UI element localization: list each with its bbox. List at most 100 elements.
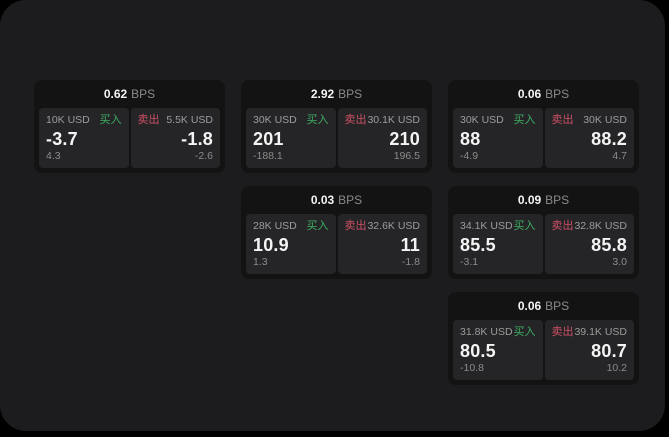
sell-amount: 32.8K USD: [574, 220, 627, 232]
bps-header: 0.62 BPS: [34, 80, 225, 108]
bps-unit-label: BPS: [338, 193, 363, 207]
quote-card: 2.92 BPS 30K USD 买入 201 -188.1 卖出 30.1K …: [241, 80, 432, 173]
sell-price: 85.8: [591, 235, 627, 255]
buy-tile[interactable]: 30K USD 买入 88 -4.9: [453, 108, 543, 168]
bps-header: 0.06 BPS: [448, 292, 639, 320]
bps-value: 0.03: [310, 193, 335, 207]
sell-delta: -1.8: [401, 256, 420, 268]
bps-unit-label: BPS: [545, 193, 570, 207]
buy-price: -3.7: [46, 129, 78, 149]
buy-side-label: 买入: [306, 220, 329, 232]
sell-tile[interactable]: 卖出 5.5K USD -1.8 -2.6: [130, 108, 220, 168]
buy-sell-tiles: 10K USD 买入 -3.7 4.3 卖出 5.5K USD -1.8 -2.…: [34, 108, 225, 173]
buy-delta: -188.1: [253, 150, 283, 162]
buy-price: 88: [460, 129, 481, 149]
buy-tile[interactable]: 28K USD 买入 10.9 1.3: [246, 214, 336, 274]
quote-card: 0.06 BPS 31.8K USD 买入 80.5 -10.8 卖出 39.1…: [448, 292, 639, 385]
buy-sell-tiles: 30K USD 买入 88 -4.9 卖出 30K USD 88.2 4.7: [448, 108, 639, 173]
bps-value: 0.62: [103, 87, 128, 101]
bps-unit-label: BPS: [338, 87, 363, 101]
quote-card: 0.06 BPS 30K USD 买入 88 -4.9 卖出 30K USD 8…: [448, 80, 639, 173]
buy-amount: 34.1K USD: [460, 220, 513, 232]
buy-amount: 31.8K USD: [460, 326, 513, 338]
buy-tile-top: 10K USD 买入: [46, 114, 122, 127]
sell-price: 80.7: [591, 341, 627, 361]
buy-tile-top: 31.8K USD 买入: [460, 326, 536, 339]
sell-tile-top: 卖出 32.6K USD: [345, 220, 421, 233]
buy-tile-top: 28K USD 买入: [253, 220, 329, 233]
sell-side-label: 卖出: [344, 220, 367, 232]
sell-amount: 30.1K USD: [367, 114, 420, 126]
buy-delta: -3.1: [460, 256, 479, 268]
sell-tile[interactable]: 卖出 30.1K USD 210 196.5: [337, 108, 427, 168]
quote-card: 0.62 BPS 10K USD 买入 -3.7 4.3 卖出 5.5K USD…: [34, 80, 225, 173]
sell-tile-top: 卖出 30K USD: [552, 114, 628, 127]
sell-tile-top: 卖出 5.5K USD: [138, 114, 214, 127]
quote-card: 0.03 BPS 28K USD 买入 10.9 1.3 卖出 32.6K US…: [241, 186, 432, 279]
bps-header: 0.06 BPS: [448, 80, 639, 108]
buy-tile[interactable]: 10K USD 买入 -3.7 4.3: [39, 108, 129, 168]
buy-amount: 10K USD: [46, 114, 90, 126]
buy-sell-tiles: 31.8K USD 买入 80.5 -10.8 卖出 39.1K USD 80.…: [448, 320, 639, 385]
sell-amount: 5.5K USD: [166, 114, 213, 126]
buy-amount: 30K USD: [253, 114, 297, 126]
buy-amount: 30K USD: [460, 114, 504, 126]
sell-tile[interactable]: 卖出 39.1K USD 80.7 10.2: [544, 320, 634, 380]
sell-tile[interactable]: 卖出 32.6K USD 11 -1.8: [337, 214, 427, 274]
sell-tile-top: 卖出 32.8K USD: [552, 220, 628, 233]
sell-delta: 196.5: [393, 150, 420, 162]
sell-tile[interactable]: 卖出 32.8K USD 85.8 3.0: [544, 214, 634, 274]
bps-unit-label: BPS: [131, 87, 156, 101]
bps-unit-label: BPS: [545, 87, 570, 101]
buy-price: 201: [253, 129, 284, 149]
sell-amount: 39.1K USD: [574, 326, 627, 338]
sell-delta: 3.0: [612, 256, 627, 268]
buy-side-label: 买入: [99, 114, 122, 126]
buy-tile-top: 30K USD 买入: [460, 114, 536, 127]
buy-side-label: 买入: [513, 326, 536, 338]
bps-header: 0.09 BPS: [448, 186, 639, 214]
buy-side-label: 买入: [513, 114, 536, 126]
bps-value: 0.06: [517, 87, 542, 101]
bps-unit-label: BPS: [545, 299, 570, 313]
sell-price: 210: [389, 129, 420, 149]
buy-price: 85.5: [460, 235, 496, 255]
sell-side-label: 卖出: [551, 326, 574, 338]
sell-side-label: 卖出: [551, 114, 574, 126]
buy-price: 80.5: [460, 341, 496, 361]
sell-side-label: 卖出: [344, 114, 367, 126]
sell-side-label: 卖出: [137, 114, 160, 126]
buy-price: 10.9: [253, 235, 289, 255]
buy-side-label: 买入: [513, 220, 536, 232]
buy-tile-top: 30K USD 买入: [253, 114, 329, 127]
bps-header: 0.03 BPS: [241, 186, 432, 214]
buy-delta: -10.8: [460, 362, 484, 374]
bps-value: 2.92: [310, 87, 335, 101]
buy-amount: 28K USD: [253, 220, 297, 232]
buy-sell-tiles: 28K USD 买入 10.9 1.3 卖出 32.6K USD 11 -1.8: [241, 214, 432, 279]
bps-value: 0.09: [517, 193, 542, 207]
sell-tile-top: 卖出 30.1K USD: [345, 114, 421, 127]
buy-delta: 1.3: [253, 256, 268, 268]
sell-delta: 10.2: [606, 362, 627, 374]
sell-price: 11: [400, 235, 420, 255]
sell-amount: 30K USD: [583, 114, 627, 126]
buy-tile[interactable]: 34.1K USD 买入 85.5 -3.1: [453, 214, 543, 274]
buy-delta: 4.3: [46, 150, 61, 162]
buy-sell-tiles: 34.1K USD 买入 85.5 -3.1 卖出 32.8K USD 85.8…: [448, 214, 639, 279]
buy-tile[interactable]: 31.8K USD 买入 80.5 -10.8: [453, 320, 543, 380]
bps-value: 0.06: [517, 299, 542, 313]
sell-delta: -2.6: [194, 150, 213, 162]
buy-tile[interactable]: 30K USD 买入 201 -188.1: [246, 108, 336, 168]
quote-grid: 0.62 BPS 10K USD 买入 -3.7 4.3 卖出 5.5K USD…: [34, 80, 639, 385]
sell-side-label: 卖出: [551, 220, 574, 232]
sell-tile[interactable]: 卖出 30K USD 88.2 4.7: [544, 108, 634, 168]
buy-sell-tiles: 30K USD 买入 201 -188.1 卖出 30.1K USD 210 1…: [241, 108, 432, 173]
bps-header: 2.92 BPS: [241, 80, 432, 108]
sell-delta: 4.7: [612, 150, 627, 162]
buy-delta: -4.9: [460, 150, 479, 162]
sell-amount: 32.6K USD: [367, 220, 420, 232]
sell-price: -1.8: [181, 129, 213, 149]
sell-price: 88.2: [591, 129, 627, 149]
